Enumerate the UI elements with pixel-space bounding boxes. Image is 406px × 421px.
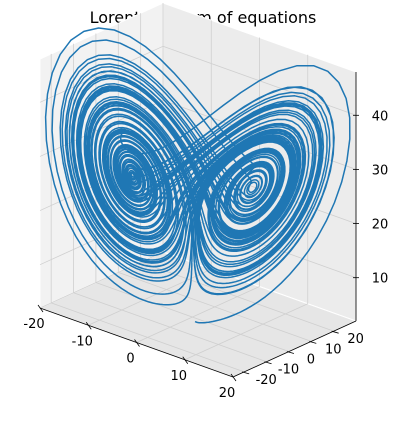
y-tick-label: 10 [325,342,342,357]
y-tick-label: 0 [307,353,315,368]
z-tick-label: 10 [372,272,389,287]
z-tick-label: 30 [372,163,389,178]
plot-area [44,27,351,324]
x-grid-line [136,286,260,343]
y-axis-line [232,320,357,378]
y-grid-line [118,271,312,342]
x-tick-label: -20 [23,317,44,332]
y-tick [242,371,250,375]
trajectory-line [44,27,351,324]
y-tick-label: -10 [278,363,299,378]
z-tick-label: 40 [372,109,389,124]
x-tick [182,356,189,364]
x-tick [37,304,44,313]
y-grid-line [73,292,267,363]
y-tick [286,351,295,354]
x-tick-label: 0 [126,352,134,367]
y-grid-line [51,302,245,373]
x-tick-label: -10 [72,334,93,349]
y-tick-label: 20 [347,332,364,347]
y-tick [331,330,339,334]
x-tick-label: 20 [219,386,236,401]
x-tick-label: 10 [170,369,187,384]
y-tick-label: -20 [256,373,277,388]
y-grid-line [95,282,290,352]
y-tick [264,361,272,365]
x-tick [134,339,140,347]
x-tick [85,322,92,330]
x-tick [230,373,237,382]
y-tick [309,340,317,344]
z-tick-label: 20 [372,218,389,233]
x-grid-line [184,303,308,361]
